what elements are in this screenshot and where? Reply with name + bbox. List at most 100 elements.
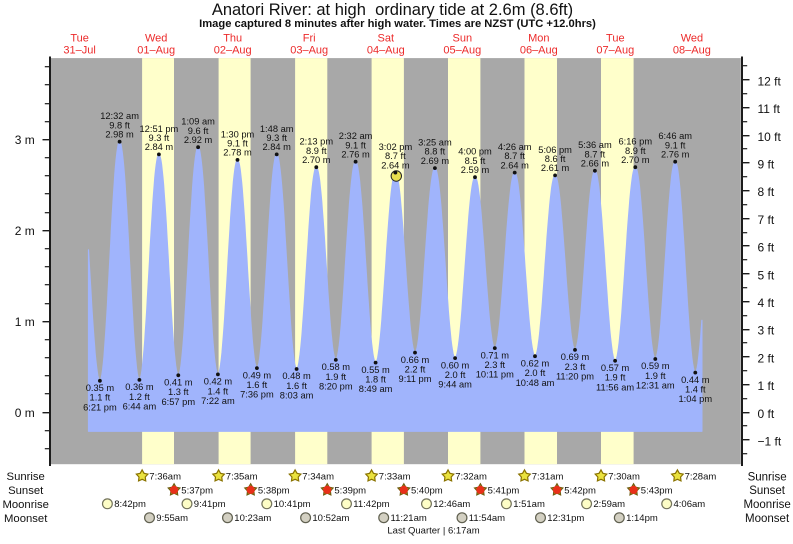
svg-text:5:06 pm: 5:06 pm [538, 145, 572, 155]
svg-text:2:59am: 2:59am [593, 499, 625, 510]
svg-text:2.64 m: 2.64 m [381, 160, 410, 170]
svg-text:Sat: Sat [378, 33, 395, 45]
svg-text:2.61 m: 2.61 m [541, 163, 570, 173]
svg-text:6:21 pm: 6:21 pm [83, 402, 117, 412]
svg-text:1.4 ft: 1.4 ft [685, 385, 706, 395]
svg-text:Fri: Fri [303, 33, 316, 45]
svg-text:8:20 pm: 8:20 pm [319, 382, 353, 392]
svg-text:1 m: 1 m [15, 315, 35, 329]
svg-text:7:28am: 7:28am [685, 471, 717, 482]
svg-text:11:42pm: 11:42pm [353, 499, 389, 510]
svg-text:12:32 am: 12:32 am [100, 111, 139, 121]
svg-text:12:51 pm: 12:51 pm [140, 124, 179, 134]
svg-text:Wed: Wed [681, 33, 703, 45]
svg-text:8:42pm: 8:42pm [114, 499, 146, 510]
svg-text:1.9 ft: 1.9 ft [325, 372, 346, 382]
svg-text:2.64 m: 2.64 m [500, 160, 529, 170]
svg-text:12:46am: 12:46am [433, 499, 470, 510]
svg-text:Last Quarter | 6:17am: Last Quarter | 6:17am [387, 525, 479, 536]
svg-text:5:36 am: 5:36 am [578, 140, 612, 150]
svg-text:9:41pm: 9:41pm [194, 499, 226, 510]
svg-text:03–Aug: 03–Aug [290, 45, 328, 57]
svg-text:1 ft: 1 ft [758, 379, 775, 393]
svg-text:Anatori River: at high ordina: Anatori River: at high ordinary tide at … [212, 1, 573, 19]
svg-text:2.98 m: 2.98 m [105, 130, 134, 140]
svg-text:2.3 ft: 2.3 ft [484, 360, 505, 370]
svg-text:2.70 m: 2.70 m [621, 155, 650, 165]
svg-text:7:34am: 7:34am [302, 471, 334, 482]
svg-text:8.7 ft: 8.7 ft [385, 151, 406, 161]
svg-text:9.3 ft: 9.3 ft [149, 133, 170, 143]
svg-text:6 ft: 6 ft [758, 241, 775, 255]
svg-text:0.41 m: 0.41 m [164, 378, 193, 388]
svg-text:6:57 pm: 6:57 pm [162, 397, 196, 407]
svg-text:2.70 m: 2.70 m [302, 155, 331, 165]
svg-text:04–Aug: 04–Aug [367, 45, 405, 57]
svg-text:5:37pm: 5:37pm [181, 485, 213, 496]
svg-text:11:20 pm: 11:20 pm [556, 372, 594, 382]
svg-text:2 m: 2 m [15, 224, 35, 238]
svg-text:3 m: 3 m [15, 133, 35, 147]
svg-text:0.42 m: 0.42 m [204, 377, 233, 387]
svg-text:4:00 pm: 4:00 pm [458, 147, 492, 157]
svg-text:9.1 ft: 9.1 ft [227, 139, 248, 149]
svg-text:Sunrise: Sunrise [7, 471, 45, 483]
svg-text:2.69 m: 2.69 m [421, 156, 450, 166]
svg-text:0.59 m: 0.59 m [641, 361, 670, 371]
svg-text:3 ft: 3 ft [758, 324, 775, 338]
svg-text:9:55am: 9:55am [156, 513, 188, 524]
svg-text:Sun: Sun [453, 33, 473, 45]
svg-text:5 ft: 5 ft [758, 268, 775, 282]
svg-text:1.9 ft: 1.9 ft [645, 371, 666, 381]
svg-text:0.62 m: 0.62 m [521, 358, 550, 368]
svg-text:8.6 ft: 8.6 ft [545, 154, 566, 164]
svg-text:Sunset: Sunset [749, 485, 786, 497]
svg-text:2.3 ft: 2.3 ft [565, 362, 586, 372]
svg-text:5:39pm: 5:39pm [334, 485, 366, 496]
svg-text:2.84 m: 2.84 m [145, 142, 174, 152]
svg-text:1:30 pm: 1:30 pm [221, 129, 255, 139]
svg-text:9:11 pm: 9:11 pm [399, 374, 432, 384]
svg-text:8.9 ft: 8.9 ft [625, 146, 646, 156]
svg-text:7:36 pm: 7:36 pm [240, 390, 274, 400]
svg-text:7:31am: 7:31am [532, 471, 564, 482]
svg-text:7:33am: 7:33am [379, 471, 411, 482]
svg-text:9.6 ft: 9.6 ft [188, 126, 209, 136]
svg-text:2.66 m: 2.66 m [581, 159, 610, 169]
svg-text:Sunrise: Sunrise [748, 471, 787, 483]
svg-text:2.84 m: 2.84 m [262, 142, 291, 152]
svg-text:8.5 ft: 8.5 ft [465, 156, 486, 166]
svg-text:5:38pm: 5:38pm [258, 485, 290, 496]
svg-text:11:21am: 11:21am [391, 513, 427, 524]
svg-text:9.1 ft: 9.1 ft [665, 140, 686, 150]
svg-text:−1 ft: −1 ft [758, 435, 782, 449]
svg-text:Thu: Thu [223, 33, 242, 45]
svg-text:10:11 pm: 10:11 pm [476, 370, 514, 380]
svg-text:1:04 pm: 1:04 pm [679, 394, 713, 404]
svg-text:2.0 ft: 2.0 ft [525, 368, 546, 378]
svg-text:1:14pm: 1:14pm [626, 513, 658, 524]
svg-text:2.2 ft: 2.2 ft [405, 365, 426, 375]
svg-text:4:06am: 4:06am [674, 499, 706, 510]
svg-text:6:44 am: 6:44 am [123, 402, 157, 412]
svg-text:10 ft: 10 ft [758, 130, 782, 144]
svg-text:2.76 m: 2.76 m [341, 150, 370, 160]
svg-text:9.1 ft: 9.1 ft [345, 140, 366, 150]
svg-text:07–Aug: 07–Aug [596, 45, 634, 57]
svg-text:12 ft: 12 ft [758, 74, 782, 88]
svg-text:7:35am: 7:35am [226, 471, 258, 482]
svg-text:2:13 pm: 2:13 pm [300, 137, 334, 147]
svg-text:1.6 ft: 1.6 ft [286, 381, 307, 391]
svg-text:0.58 m: 0.58 m [322, 362, 351, 372]
svg-text:7:30am: 7:30am [608, 471, 640, 482]
svg-text:8.9 ft: 8.9 ft [306, 146, 327, 156]
svg-text:10:52am: 10:52am [312, 513, 349, 524]
svg-text:0.71 m: 0.71 m [481, 350, 510, 360]
svg-text:Mon: Mon [528, 33, 549, 45]
svg-text:0.69 m: 0.69 m [561, 352, 590, 362]
svg-text:0.60 m: 0.60 m [441, 360, 470, 370]
svg-text:Image captured 8 minutes after: Image captured 8 minutes after high wate… [199, 18, 596, 30]
svg-text:5:41pm: 5:41pm [488, 485, 520, 496]
svg-text:7:32am: 7:32am [455, 471, 487, 482]
svg-text:Moonrise: Moonrise [2, 499, 48, 511]
